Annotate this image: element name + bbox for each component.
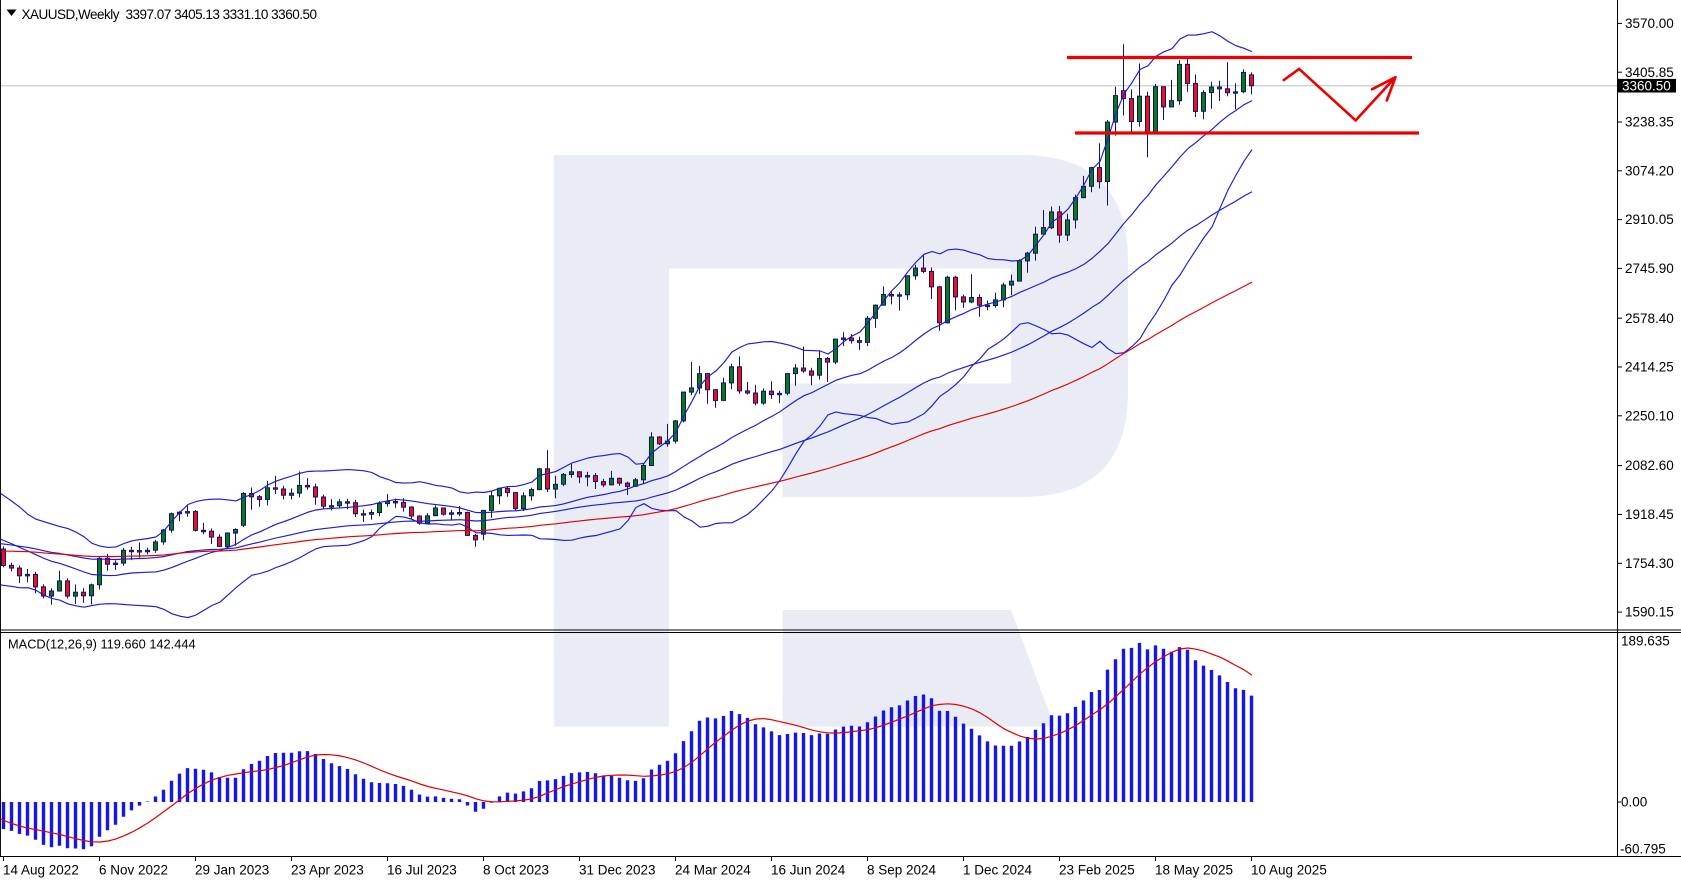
svg-text:XAUUSD,Weekly 3397.07 3405.13: XAUUSD,Weekly 3397.07 3405.13 3331.10 33… bbox=[22, 7, 317, 22]
svg-text:-60.795: -60.795 bbox=[1620, 842, 1666, 857]
svg-text:2082.60: 2082.60 bbox=[1625, 458, 1674, 473]
svg-text:16 Jul 2023: 16 Jul 2023 bbox=[387, 863, 457, 878]
svg-text:8 Sep 2024: 8 Sep 2024 bbox=[867, 863, 937, 878]
svg-text:3238.35: 3238.35 bbox=[1625, 115, 1674, 130]
svg-text:2414.25: 2414.25 bbox=[1625, 360, 1674, 375]
svg-text:2745.90: 2745.90 bbox=[1625, 261, 1674, 276]
svg-text:23 Feb 2025: 23 Feb 2025 bbox=[1059, 863, 1135, 878]
svg-text:3405.85: 3405.85 bbox=[1625, 65, 1674, 80]
svg-text:14 Aug 2022: 14 Aug 2022 bbox=[3, 863, 79, 878]
svg-text:189.635: 189.635 bbox=[1621, 634, 1670, 649]
svg-text:8 Oct 2023: 8 Oct 2023 bbox=[483, 863, 549, 878]
svg-text:6 Nov 2022: 6 Nov 2022 bbox=[99, 863, 168, 878]
svg-text:2250.10: 2250.10 bbox=[1625, 408, 1674, 423]
svg-text:23 Apr 2023: 23 Apr 2023 bbox=[291, 863, 364, 878]
svg-text:0.00: 0.00 bbox=[1621, 795, 1647, 810]
svg-text:18 May 2025: 18 May 2025 bbox=[1155, 863, 1233, 878]
svg-text:3570.00: 3570.00 bbox=[1625, 16, 1674, 31]
svg-text:2578.40: 2578.40 bbox=[1625, 311, 1674, 326]
svg-text:3360.50: 3360.50 bbox=[1622, 79, 1671, 94]
svg-text:10 Aug 2025: 10 Aug 2025 bbox=[1251, 863, 1327, 878]
svg-text:24 Mar 2024: 24 Mar 2024 bbox=[675, 863, 751, 878]
svg-text:2910.05: 2910.05 bbox=[1625, 212, 1674, 227]
svg-text:1590.15: 1590.15 bbox=[1625, 605, 1674, 620]
svg-text:1 Dec 2024: 1 Dec 2024 bbox=[963, 863, 1033, 878]
svg-text:MACD(12,26,9) 119.660 142.444: MACD(12,26,9) 119.660 142.444 bbox=[8, 637, 196, 652]
svg-text:1918.45: 1918.45 bbox=[1625, 507, 1674, 522]
svg-text:31 Dec 2023: 31 Dec 2023 bbox=[579, 863, 656, 878]
svg-text:29 Jan 2023: 29 Jan 2023 bbox=[195, 863, 269, 878]
svg-text:3074.20: 3074.20 bbox=[1625, 163, 1674, 178]
svg-text:1754.30: 1754.30 bbox=[1625, 556, 1674, 571]
svg-text:16 Jun 2024: 16 Jun 2024 bbox=[771, 863, 846, 878]
